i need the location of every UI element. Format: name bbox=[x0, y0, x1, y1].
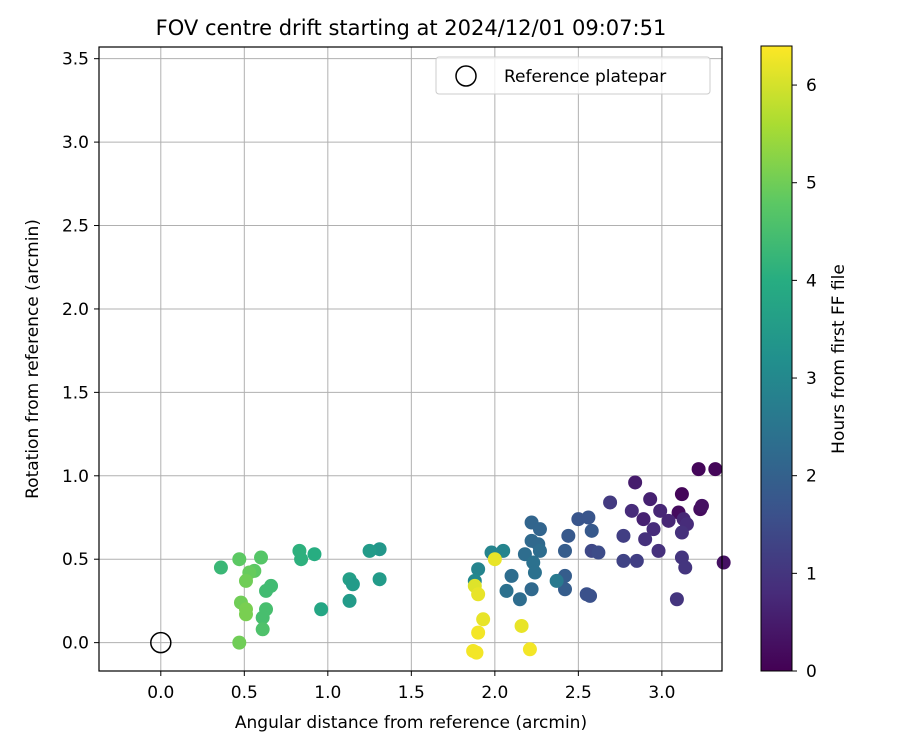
scatter-point bbox=[255, 622, 270, 637]
scatter-point bbox=[471, 587, 486, 602]
scatter-point bbox=[653, 503, 668, 518]
scatter-point bbox=[232, 552, 247, 567]
scatter-point bbox=[307, 547, 322, 562]
scatter-point bbox=[603, 495, 618, 510]
scatter-point bbox=[708, 462, 723, 477]
reference-platepar-marker bbox=[150, 631, 172, 654]
scatter-point bbox=[581, 510, 596, 525]
scatter-point bbox=[514, 618, 529, 633]
scatter-point bbox=[504, 568, 519, 583]
colorbar-tick-label: 1 bbox=[806, 564, 817, 584]
scatter-point bbox=[487, 552, 502, 567]
scatter-point bbox=[661, 513, 676, 528]
colorbar-label: Hours from first FF file bbox=[829, 264, 849, 454]
legend-reference-marker bbox=[455, 65, 477, 87]
scatter-point bbox=[591, 545, 606, 560]
scatter-point bbox=[232, 635, 247, 650]
scatter-point bbox=[314, 602, 329, 617]
y-tick-label: 0.0 bbox=[62, 634, 89, 654]
scatter-point bbox=[469, 645, 484, 660]
scatter-point bbox=[532, 522, 547, 537]
scatter-point bbox=[561, 528, 576, 543]
scatter-point bbox=[294, 552, 309, 567]
scatter-point bbox=[716, 555, 731, 570]
scatter-point bbox=[471, 625, 486, 640]
scatter-point bbox=[678, 560, 693, 575]
scatter-point bbox=[213, 560, 228, 575]
scatter-point bbox=[549, 573, 564, 588]
scatter-point bbox=[259, 583, 274, 598]
scatter-point bbox=[694, 498, 709, 513]
chart-title: FOV centre drift starting at 2024/12/01 … bbox=[156, 16, 667, 40]
colorbar-tick-label: 4 bbox=[806, 271, 817, 291]
colorbar bbox=[760, 45, 793, 672]
grid-lines bbox=[99, 47, 722, 671]
scatter-point bbox=[674, 525, 689, 540]
scatter-points bbox=[213, 462, 731, 660]
scatter-point bbox=[628, 475, 643, 490]
scatter-point bbox=[616, 553, 631, 568]
scatter-point bbox=[238, 573, 253, 588]
colorbar-tick-label: 6 bbox=[806, 76, 817, 96]
legend: Reference platepar bbox=[435, 56, 711, 95]
scatter-point bbox=[557, 543, 572, 558]
scatter-point bbox=[522, 642, 537, 657]
scatter-point bbox=[636, 512, 651, 527]
scatter-point bbox=[651, 543, 666, 558]
scatter-point bbox=[372, 572, 387, 587]
scatter-point bbox=[512, 592, 527, 607]
scatter-point bbox=[499, 583, 514, 598]
y-tick-label: 3.5 bbox=[62, 50, 89, 70]
y-tick-label: 2.5 bbox=[62, 217, 89, 237]
colorbar-tick-label: 2 bbox=[806, 467, 817, 487]
scatter-point bbox=[629, 553, 644, 568]
scatter-point bbox=[255, 610, 270, 625]
y-tick-label: 0.5 bbox=[62, 550, 89, 570]
scatter-point bbox=[624, 503, 639, 518]
scatter-point bbox=[254, 550, 269, 565]
y-tick-label: 3.0 bbox=[62, 133, 89, 153]
x-tick-label: 0.0 bbox=[147, 683, 174, 703]
scatter-point bbox=[532, 543, 547, 558]
y-tick-label: 2.0 bbox=[62, 300, 89, 320]
y-axis-label: Rotation from reference (arcmin) bbox=[23, 219, 43, 499]
scatter-point bbox=[476, 612, 491, 627]
x-tick-label: 2.0 bbox=[481, 683, 508, 703]
y-tick-label: 1.0 bbox=[62, 467, 89, 487]
x-tick-label: 0.5 bbox=[231, 683, 258, 703]
colorbar-tick-label: 3 bbox=[806, 369, 817, 389]
scatter-point bbox=[362, 543, 377, 558]
x-axis-label: Angular distance from reference (arcmin) bbox=[235, 713, 587, 733]
legend-entry-reference-platepar: Reference platepar bbox=[504, 67, 666, 87]
scatter-point bbox=[638, 532, 653, 547]
scatter-point bbox=[238, 607, 253, 622]
scatter-point bbox=[583, 588, 598, 603]
colorbar-ticks: 0 1 2 3 4 5 6 bbox=[792, 76, 817, 682]
x-tick-label: 2.5 bbox=[565, 683, 592, 703]
scatter-point bbox=[674, 487, 689, 502]
scatter-point bbox=[691, 462, 706, 477]
scatter-point bbox=[342, 593, 357, 608]
x-tick-label: 1.5 bbox=[398, 683, 425, 703]
x-tick-label: 3.0 bbox=[648, 683, 675, 703]
colorbar-tick-label: 5 bbox=[806, 174, 817, 194]
scatter-point bbox=[646, 522, 661, 537]
x-tick-label: 1.0 bbox=[314, 683, 341, 703]
scatter-point bbox=[471, 562, 486, 577]
scatter-point bbox=[527, 565, 542, 580]
y-axis-ticks: 0.0 0.5 1.0 1.5 2.0 2.5 3.0 3.5 bbox=[62, 50, 99, 654]
scatter-point bbox=[616, 528, 631, 543]
plot-frame bbox=[98, 46, 723, 672]
scatter-point bbox=[584, 523, 599, 538]
legend-box bbox=[435, 56, 711, 95]
x-axis-ticks: 0.0 0.5 1.0 1.5 2.0 2.5 3.0 bbox=[147, 671, 675, 703]
scatter-point bbox=[524, 582, 539, 597]
colorbar-tick-label: 0 bbox=[806, 662, 817, 682]
y-tick-label: 1.5 bbox=[62, 383, 89, 403]
scatter-point bbox=[669, 592, 684, 607]
scatter-point bbox=[643, 492, 658, 507]
scatter-point bbox=[345, 577, 360, 592]
